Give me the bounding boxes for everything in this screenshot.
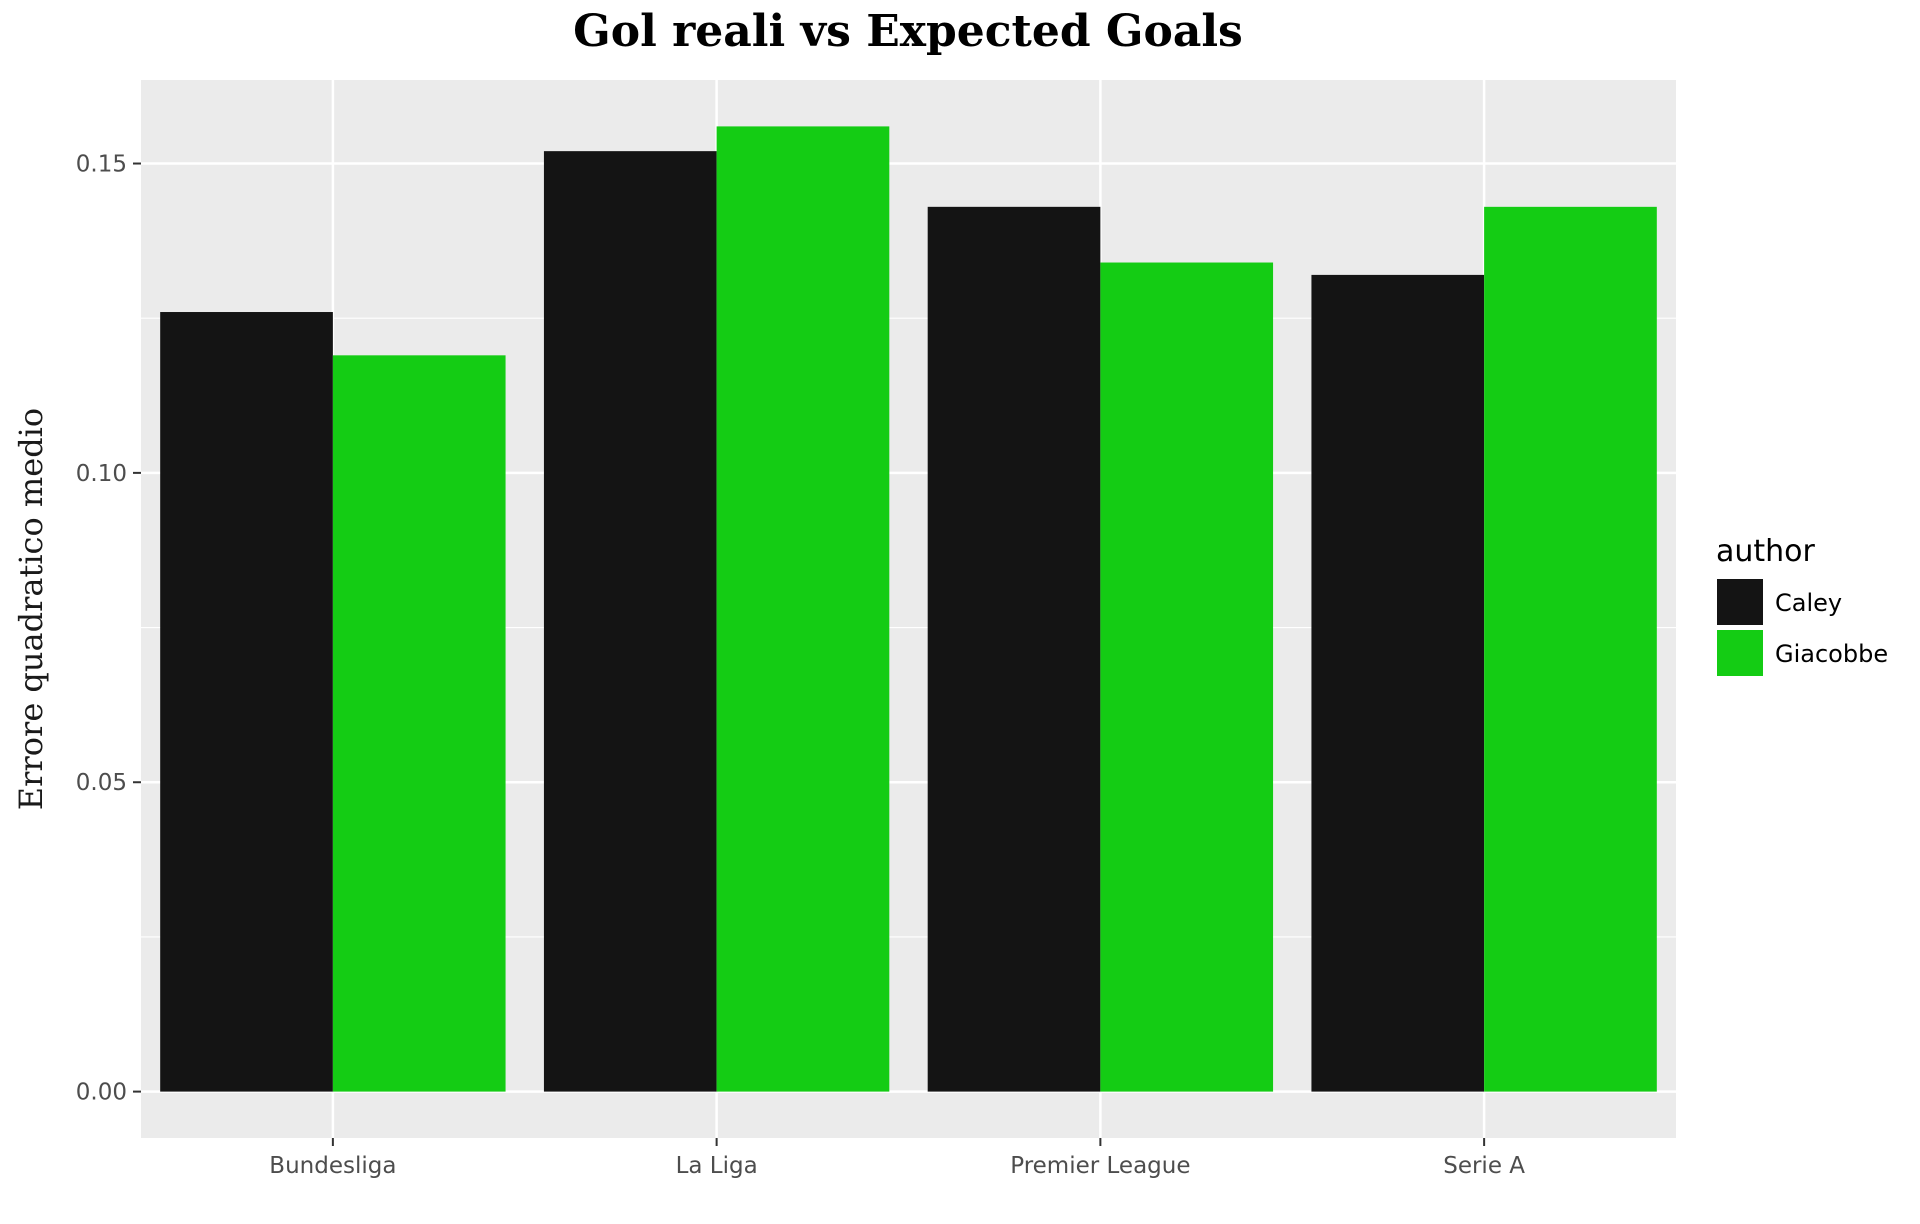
x-tick-label: La Liga [676, 1153, 758, 1179]
y-tick-label: 0.05 [76, 770, 127, 796]
x-tick-label: Bundesliga [269, 1153, 396, 1179]
x-axis: Bundesliga La Liga Premier League Serie A [269, 1138, 1525, 1179]
legend-key [1717, 630, 1763, 676]
y-axis: 0.00 0.05 0.10 0.15 [76, 152, 141, 1106]
legend-key [1717, 579, 1763, 625]
bar [1484, 206, 1657, 1092]
legend-label: Caley [1775, 589, 1842, 617]
bar [160, 312, 333, 1092]
bars [160, 126, 1657, 1092]
legend: author Caley Giacobbe [1716, 534, 1888, 676]
bar [332, 355, 506, 1092]
bar [927, 206, 1101, 1092]
bar [1311, 274, 1485, 1092]
y-tick-label: 0.15 [76, 152, 127, 178]
y-tick-label: 0.10 [76, 461, 127, 487]
legend-label: Giacobbe [1775, 640, 1888, 668]
y-tick-label: 0.00 [76, 1080, 127, 1106]
legend-title: author [1716, 534, 1816, 569]
chart-title: Gol reali vs Expected Goals [573, 6, 1243, 57]
bar [543, 151, 717, 1092]
x-tick-label: Premier League [1010, 1153, 1190, 1179]
bar [1100, 262, 1274, 1092]
y-axis-label: Errore quadratico medio [12, 408, 50, 810]
x-tick-label: Serie A [1443, 1153, 1525, 1179]
bar [716, 126, 890, 1092]
